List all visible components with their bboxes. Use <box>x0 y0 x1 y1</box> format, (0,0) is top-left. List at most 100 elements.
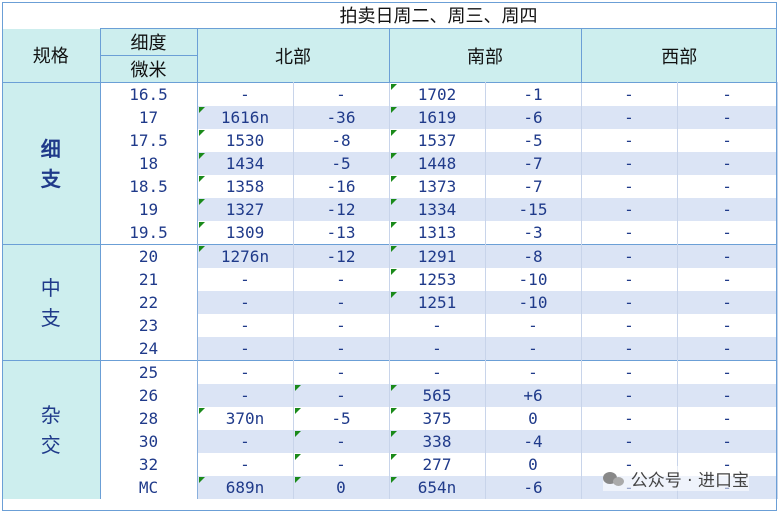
west-header: 西部 <box>580 28 778 83</box>
table-row: 19.5 1309 -13 1313 -3- - <box>2 221 778 245</box>
south-change-cell: -1 <box>485 82 582 106</box>
south-price-cell: 1251 <box>388 291 486 314</box>
west-change-cell: - <box>677 360 778 384</box>
micron-header: 微米 <box>100 55 197 83</box>
north-price-cell: - <box>196 384 294 407</box>
header-row-1: 规格 细度 北部 南部 西部 <box>2 28 778 83</box>
south-change-cell: -10 <box>485 291 582 314</box>
west-price-cell: - <box>580 314 678 337</box>
north-change-cell: - <box>293 430 390 453</box>
south-price-cell: 1253 <box>388 268 486 291</box>
west-change-cell: - <box>677 430 778 453</box>
west-change-cell: - <box>677 221 778 245</box>
north-price-cell: - <box>196 291 294 314</box>
north-price-cell: 689n <box>196 476 294 499</box>
wool-price-table: 拍卖日周二、周三、周四 规格 细度 北部 南部 西部 微米 细支 16.5- -17… <box>2 2 778 499</box>
micron-cell: 18 <box>99 152 198 175</box>
category-label: 交 <box>40 433 61 457</box>
north-change-cell: -12 <box>293 198 390 221</box>
north-change-cell: - <box>293 268 390 291</box>
north-change-cell: - <box>293 360 390 384</box>
south-change-cell: -5 <box>485 129 582 152</box>
west-price-cell: - <box>580 152 678 175</box>
wechat-icon <box>602 470 625 488</box>
table-row: 28 370n -5 375 0- - <box>2 407 778 430</box>
north-change-cell: -12 <box>293 244 390 268</box>
west-price-cell: - <box>580 198 678 221</box>
south-change-cell: -15 <box>485 198 582 221</box>
table-row: 30- -338 -4- - <box>2 430 778 453</box>
south-change-cell: -7 <box>485 175 582 198</box>
south-change-cell: 0 <box>485 407 582 430</box>
title-row: 拍卖日周二、周三、周四 <box>2 2 778 29</box>
west-price-cell: - <box>580 82 678 106</box>
west-price-cell: - <box>580 337 678 361</box>
south-price-cell: 1334 <box>388 198 486 221</box>
south-change-cell: +6 <box>485 384 582 407</box>
table-row: 26- -565 +6- - <box>2 384 778 407</box>
micron-cell: 25 <box>99 360 198 384</box>
west-price-cell: - <box>580 407 678 430</box>
west-change-cell: - <box>677 244 778 268</box>
west-price-cell: - <box>580 360 678 384</box>
west-price-cell: - <box>580 175 678 198</box>
south-change-cell: -6 <box>485 476 582 499</box>
header-row-2: 微米 <box>2 55 777 83</box>
south-change-cell: - <box>485 360 582 384</box>
north-price-cell: - <box>196 314 294 337</box>
micron-cell: 16.5 <box>99 82 198 106</box>
table-row: 18.5 1358 -16 1373 -7- - <box>2 175 778 198</box>
north-price-cell: 1434 <box>196 152 294 175</box>
west-change-cell: - <box>677 407 778 430</box>
west-price-cell: - <box>580 244 678 268</box>
table-row: 17.5 1530 -8 1537 -5- - <box>2 129 778 152</box>
south-change-cell: -4 <box>485 430 582 453</box>
micron-cell: MC <box>99 476 198 499</box>
west-price-cell: - <box>580 384 678 407</box>
table-row: 24- - - - - - <box>2 337 778 361</box>
category-cell: 细支 <box>2 82 101 245</box>
category-label: 杂 <box>40 403 61 427</box>
west-price-cell: - <box>580 430 678 453</box>
west-change-cell: - <box>677 152 778 175</box>
micron-cell: 24 <box>99 337 198 361</box>
north-price-cell: - <box>196 430 294 453</box>
south-price-cell: - <box>388 337 486 361</box>
category-label: 支 <box>40 166 61 191</box>
north-change-cell: -8 <box>293 129 390 152</box>
table-row: 22- -1251 -10- - <box>2 291 778 314</box>
west-price-cell: - <box>580 221 678 245</box>
micron-cell: 26 <box>99 384 198 407</box>
category-cell: 中支 <box>2 244 101 361</box>
west-change-cell: - <box>677 314 778 337</box>
north-price-cell: - <box>196 360 294 384</box>
north-price-cell: - <box>196 82 294 106</box>
south-price-cell: 1291 <box>388 244 486 268</box>
south-change-cell: - <box>485 337 582 361</box>
category-label: 细 <box>40 136 61 161</box>
micron-cell: 30 <box>99 430 198 453</box>
north-price-cell: 1358 <box>196 175 294 198</box>
table-row: 中支 20 1276n -12 1291 -8- - <box>2 244 778 361</box>
west-change-cell: - <box>677 337 778 361</box>
north-header: 北部 <box>196 28 389 83</box>
category-cell: 杂交 <box>2 360 101 499</box>
west-price-cell: - <box>580 291 678 314</box>
north-change-cell: - <box>293 314 390 337</box>
south-change-cell: - <box>485 314 582 337</box>
watermark-text: 公众号 · 进口宝 <box>630 471 749 491</box>
micron-cell: 19.5 <box>99 221 198 245</box>
south-price-cell: 654n <box>388 476 486 499</box>
table-row: 17 1616n -36 1619 -6- - <box>2 106 778 129</box>
north-price-cell: - <box>196 337 294 361</box>
fineness-header: 细度 <box>100 28 197 56</box>
micron-cell: 28 <box>99 407 198 430</box>
table-row: 18 1434 -5 1448 -7- - <box>2 152 778 175</box>
south-price-cell: 1448 <box>388 152 486 175</box>
north-change-cell: -5 <box>293 407 390 430</box>
micron-cell: 23 <box>99 314 198 337</box>
table-row: 细支 16.5- -1702 -1- - <box>2 82 778 245</box>
micron-cell: 22 <box>99 291 198 314</box>
micron-cell: 17.5 <box>99 129 198 152</box>
west-price-cell: - <box>580 129 678 152</box>
